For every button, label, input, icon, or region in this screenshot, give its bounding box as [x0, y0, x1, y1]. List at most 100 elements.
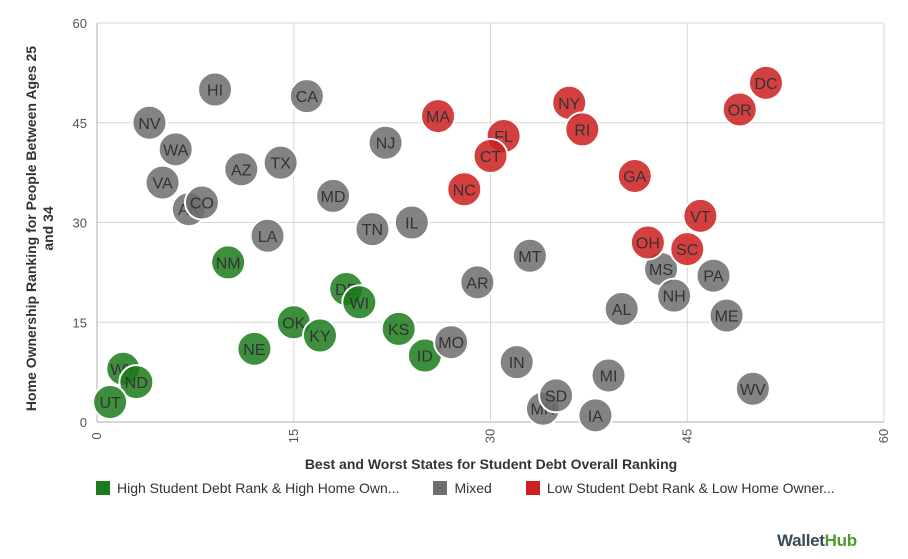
legend-label: Mixed [454, 480, 492, 496]
legend-label: High Student Debt Rank & High Home Own..… [117, 480, 400, 496]
point-in[interactable] [498, 344, 535, 381]
point-label-in: IN [509, 355, 525, 372]
point-label-ca: CA [296, 89, 319, 106]
point-label-nd: ND [125, 375, 148, 392]
point-label-al: AL [612, 302, 632, 319]
logo-text-hub: Hub [824, 531, 857, 550]
point-la[interactable] [249, 217, 286, 254]
point-label-md: MD [321, 189, 346, 206]
point-md[interactable] [315, 177, 352, 214]
logo-text-wallet: Wallet [777, 531, 825, 550]
point-label-ky: KY [309, 329, 331, 346]
point-co[interactable] [183, 184, 220, 221]
point-tn[interactable] [354, 211, 391, 248]
point-label-va: VA [153, 176, 173, 193]
point-label-nv: NV [138, 116, 161, 133]
point-label-co: CO [190, 196, 214, 213]
point-ma[interactable] [420, 98, 457, 135]
point-label-id: ID [417, 349, 433, 366]
x-tick-label: 0 [89, 432, 104, 439]
legend-swatch-red [525, 481, 540, 495]
point-pa[interactable] [695, 257, 732, 294]
point-label-ma: MA [426, 109, 450, 126]
point-nd[interactable] [118, 364, 155, 401]
point-az[interactable] [223, 151, 260, 188]
legend-item-low-debt[interactable]: Low Student Debt Rank & Low Home Owner..… [525, 480, 835, 496]
chart-legend: High Student Debt Rank & High Home Own..… [96, 478, 869, 498]
point-ia[interactable] [577, 397, 614, 434]
point-label-sd: SD [545, 388, 567, 405]
point-label-tx: TX [270, 156, 291, 173]
point-va[interactable] [144, 164, 181, 201]
point-oh[interactable] [629, 224, 666, 261]
point-or[interactable] [721, 91, 758, 128]
point-label-ok: OK [282, 315, 305, 332]
point-nh[interactable] [656, 277, 693, 314]
point-me[interactable] [708, 297, 745, 334]
data-points: WYNDUTNMNEOKKYDEWIKSIDHICANVWANJTXAZVAAK… [92, 64, 784, 434]
x-tick-label: 60 [876, 429, 891, 443]
x-tick-label: 15 [286, 429, 301, 443]
point-wv[interactable] [734, 370, 771, 407]
point-label-nc: NC [453, 182, 476, 199]
point-label-az: AZ [231, 162, 252, 179]
point-hi[interactable] [197, 71, 234, 108]
point-sc[interactable] [669, 231, 706, 268]
point-label-ar: AR [466, 275, 488, 292]
point-label-ks: KS [388, 322, 409, 339]
point-label-ms: MS [649, 262, 673, 279]
point-dc[interactable] [747, 64, 784, 101]
legend-item-high-debt[interactable]: High Student Debt Rank & High Home Own..… [96, 480, 399, 496]
point-label-me: ME [715, 309, 739, 326]
point-vt[interactable] [682, 197, 719, 234]
point-ut[interactable] [92, 384, 129, 421]
point-label-la: LA [258, 229, 278, 246]
point-mo[interactable] [433, 324, 470, 361]
point-label-dc: DC [754, 76, 777, 93]
point-nv[interactable] [131, 104, 168, 141]
point-ga[interactable] [616, 157, 653, 194]
point-label-mi: MI [600, 368, 618, 385]
point-al[interactable] [603, 290, 640, 327]
point-nm[interactable] [210, 244, 247, 281]
y-tick-label: 60 [73, 16, 87, 31]
point-sd[interactable] [538, 377, 575, 414]
point-label-mo: MO [438, 335, 464, 352]
point-label-ne: NE [243, 342, 265, 359]
point-label-mt: MT [518, 249, 541, 266]
y-tick-label: 30 [73, 216, 87, 231]
point-label-nm: NM [216, 255, 241, 272]
x-tick-label: 45 [679, 429, 694, 443]
legend-swatch-green [96, 481, 110, 495]
point-mt[interactable] [511, 237, 548, 274]
point-label-wi: WI [350, 295, 370, 312]
wallethub-logo[interactable]: WalletHub [777, 531, 857, 551]
point-label-il: IL [405, 216, 418, 233]
point-ct[interactable] [472, 138, 509, 174]
point-ks[interactable] [380, 310, 417, 347]
point-wi[interactable] [341, 284, 378, 321]
point-label-ny: NY [558, 96, 581, 113]
point-label-hi: HI [207, 83, 223, 100]
point-ri[interactable] [564, 111, 601, 148]
point-label-nj: NJ [376, 136, 396, 153]
point-nj[interactable] [367, 124, 404, 161]
point-ky[interactable] [301, 317, 338, 354]
point-ar[interactable] [459, 264, 496, 301]
point-nc[interactable] [446, 171, 483, 208]
point-label-sc: SC [676, 242, 698, 259]
point-ne[interactable] [236, 330, 273, 367]
y-tick-label: 45 [73, 116, 87, 131]
point-il[interactable] [393, 204, 430, 241]
point-label-or: OR [728, 102, 752, 119]
point-mi[interactable] [590, 357, 627, 394]
point-ca[interactable] [288, 78, 325, 115]
legend-item-mixed[interactable]: Mixed [433, 480, 492, 496]
point-label-wa: WA [163, 142, 189, 159]
point-tx[interactable] [262, 144, 299, 181]
legend-label: Low Student Debt Rank & Low Home Owner..… [546, 480, 835, 496]
point-wa[interactable] [157, 131, 194, 168]
point-label-oh: OH [636, 235, 660, 252]
tick-labels: 0 15 30 45 60 0 15 30 45 60 [73, 16, 891, 443]
